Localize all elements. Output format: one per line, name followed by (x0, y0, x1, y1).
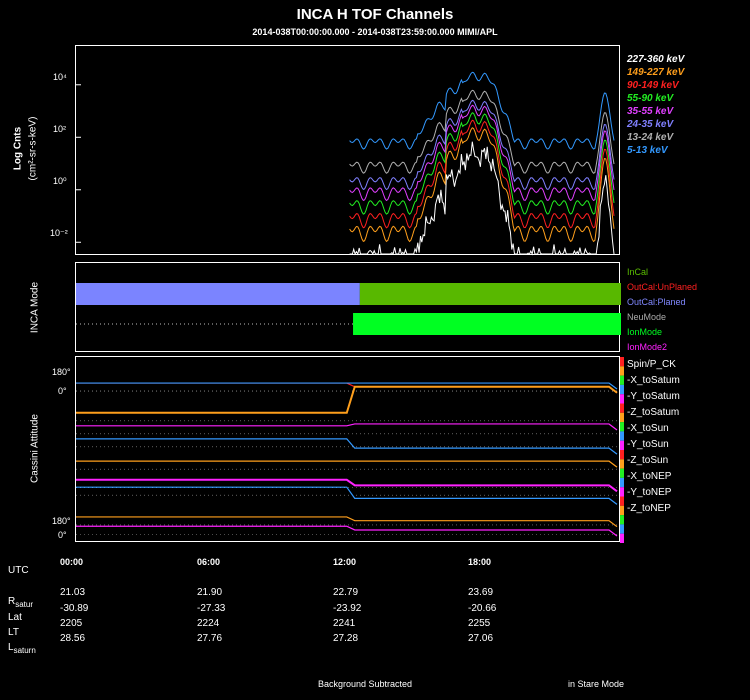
xtick-0600: 06:00 (197, 557, 221, 567)
legend-24-35: 24-35 keV (627, 119, 674, 130)
attitude-trace (76, 525, 618, 537)
tof-series-line (349, 119, 615, 229)
inca-mode-plot (76, 283, 621, 335)
ytick-1e4: 10⁴ (53, 72, 67, 82)
eph-lat-0: -30.89 (60, 603, 89, 614)
legend-149-227: 149-227 keV (627, 67, 685, 78)
ytick-1e2: 10² (53, 124, 67, 134)
tof-series-line (349, 141, 615, 256)
attitude-plot (76, 382, 621, 537)
attitude-trace (76, 423, 618, 431)
eph-lt-2: 2241 (333, 618, 356, 629)
tof-series-line (349, 99, 615, 191)
eph-r-2: 22.79 (333, 587, 359, 598)
eph-lat-3: -20.66 (468, 603, 497, 614)
tof-ylabel-units: (cm²-sr-s-keV) (27, 116, 39, 181)
legend-90-149: 90-149 keV (627, 80, 679, 91)
att-ytick-180-bottom: 180° (52, 516, 71, 526)
attitude-trace (76, 385, 618, 414)
eph-l-2: 27.28 (333, 633, 359, 644)
legend-y-nep: -Y_toNEP (627, 487, 672, 498)
xtick-0000: 00:00 (60, 557, 84, 567)
legend-5-13: 5-13 keV (627, 145, 668, 156)
att-ytick-0-top: 0° (58, 386, 67, 396)
mode-segment-outcal-planed (76, 283, 360, 305)
mode-segment-incal (359, 283, 621, 305)
tof-series-line (349, 104, 615, 202)
tof-series-line (349, 71, 615, 150)
eph-lat-2: -23.92 (333, 603, 362, 614)
legend-z-sun: -Z_toSun (627, 455, 669, 466)
tof-legend: 227-360 keV 149-227 keV 90-149 keV 55-90… (627, 53, 684, 157)
eph-r-3: 23.69 (468, 587, 494, 598)
eph-l-0: 28.56 (60, 633, 86, 644)
inca-mode-ylabel: INCA Mode (29, 281, 41, 334)
tof-channels-panel (75, 45, 620, 256)
legend-ionmode2: IonMode2 (627, 342, 668, 352)
tof-series-line (349, 127, 615, 243)
mode-segment-ionmode (353, 313, 621, 335)
tof-series-line (349, 112, 615, 215)
tof-series-line (349, 89, 615, 174)
legend-55-90: 55-90 keV (627, 93, 674, 104)
tof-ylabel: Log Cnts (12, 126, 24, 171)
chart-title: INCA H TOF Channels (296, 6, 454, 23)
eph-label-l: Lsaturn (8, 642, 36, 655)
legend-z-saturn: -Z_toSatum (627, 407, 680, 418)
eph-l-1: 27.76 (197, 633, 223, 644)
attitude-panel (75, 356, 621, 542)
legend-incal: InCal (627, 267, 649, 277)
inca-mode-panel (75, 262, 621, 352)
footer-stare-mode: in Stare Mode (568, 679, 625, 689)
legend-y-saturn: -Y_toSatum (627, 391, 680, 402)
attitude-ylabel: Cassini Attitude (29, 414, 41, 483)
eph-label-r: Rsatur (8, 596, 34, 609)
attitude-trace (76, 460, 618, 468)
legend-x-nep: -X_toNEP (627, 471, 672, 482)
legend-outcal-unplaned: OutCal:UnPlaned (627, 282, 698, 292)
attitude-trace (76, 478, 618, 493)
legend-x-saturn: -X_toSatum (627, 375, 680, 386)
legend-13-24: 13-24 keV (627, 132, 674, 143)
eph-label-lt: LT (8, 627, 19, 638)
legend-neumode: NeuMode (627, 312, 667, 322)
eph-l-3: 27.06 (468, 633, 494, 644)
xtick-1200: 12:00 (333, 557, 357, 567)
eph-label-lat: Lat (8, 612, 22, 623)
legend-x-sun: -X_toSun (627, 423, 669, 434)
attitude-trace (76, 438, 618, 455)
eph-lat-1: -27.33 (197, 603, 226, 614)
attitude-trace (76, 486, 618, 505)
legend-y-sun: -Y_toSun (627, 439, 669, 450)
att-ytick-0-bottom: 0° (58, 530, 67, 540)
attitude-trace (76, 382, 618, 390)
attitude-trace (76, 516, 618, 528)
legend-227-360: 227-360 keV (627, 54, 685, 65)
legend-spin: Spin/P_CK (627, 359, 676, 370)
footer-background: Background Subtracted (318, 679, 413, 689)
xtick-1800: 18:00 (468, 557, 492, 567)
attitude-legend: Spin/P_CK -X_toSatum -Y_toSatum -Z_toSat… (627, 357, 680, 517)
legend-ionmode: IonMode (627, 327, 663, 337)
utc-label: UTC (8, 565, 29, 576)
eph-lt-0: 2205 (60, 618, 83, 629)
attitude-trace (76, 382, 618, 394)
legend-35-55: 35-55 keV (627, 106, 674, 117)
ytick-1e-2: 10⁻² (50, 228, 68, 238)
chart-subtitle: 2014-038T00:00:00.000 - 2014-038T23:59:0… (252, 27, 498, 37)
legend-z-nep: -Z_toNEP (627, 503, 671, 514)
eph-r-1: 21.90 (197, 587, 223, 598)
eph-r-0: 21.03 (60, 587, 86, 598)
legend-outcal-planed: OutCal:Planed (627, 297, 686, 307)
eph-lt-3: 2255 (468, 618, 491, 629)
tof-channels-plot (76, 71, 615, 256)
att-ytick-180-top: 180° (52, 367, 71, 377)
mode-legend: InCal OutCal:UnPlaned OutCal:Planed NeuM… (627, 265, 697, 355)
eph-lt-1: 2224 (197, 618, 220, 629)
ytick-1e0: 10⁰ (53, 176, 67, 186)
